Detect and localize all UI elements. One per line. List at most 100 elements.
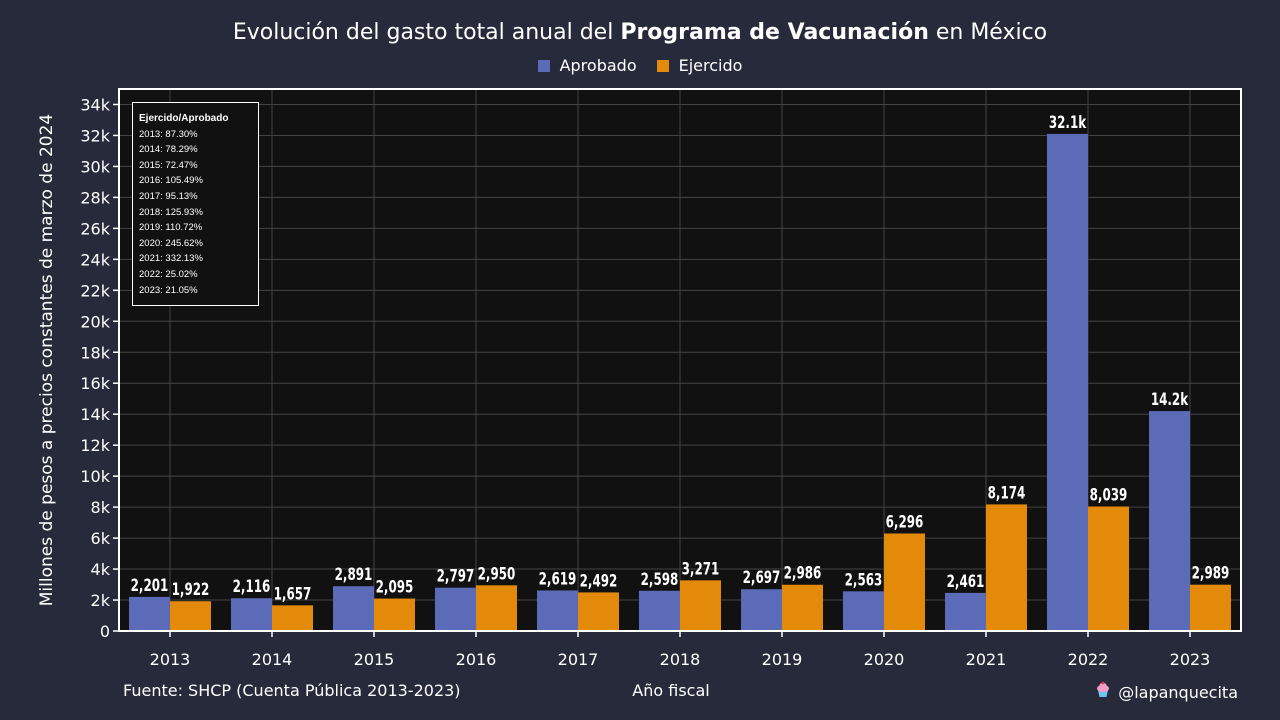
data-label: 8,039 bbox=[1090, 485, 1128, 505]
x-tick-label: 2023 bbox=[1170, 650, 1211, 669]
data-label: 3,271 bbox=[682, 559, 720, 579]
y-tick-label: 16k bbox=[80, 374, 110, 393]
x-tick-label: 2015 bbox=[354, 650, 395, 669]
y-tick-label: 4k bbox=[91, 560, 111, 579]
data-label: 2,891 bbox=[335, 565, 373, 585]
y-tick-label: 0 bbox=[100, 622, 110, 641]
x-tick-label: 2019 bbox=[762, 650, 803, 669]
ratio-line: 2021: 332.13% bbox=[139, 253, 203, 265]
bar-ejercido bbox=[986, 504, 1027, 631]
bar-aprobado bbox=[333, 586, 374, 631]
x-tick-label: 2020 bbox=[864, 650, 905, 669]
data-label: 2,950 bbox=[478, 564, 516, 584]
bar-ejercido bbox=[272, 605, 313, 631]
data-label: 2,986 bbox=[784, 563, 822, 583]
x-tick-label: 2018 bbox=[660, 650, 701, 669]
y-tick-label: 12k bbox=[80, 436, 110, 455]
data-label: 32.1k bbox=[1049, 112, 1087, 132]
legend-label-aprobado: Aprobado bbox=[559, 56, 637, 75]
y-tick-label: 18k bbox=[80, 343, 110, 362]
legend-item-ejercido[interactable]: Ejercido bbox=[656, 56, 743, 75]
bar-aprobado bbox=[231, 598, 272, 631]
y-tick-label: 14k bbox=[80, 405, 110, 424]
x-tick-label: 2017 bbox=[558, 650, 599, 669]
ratio-line: 2019: 110.72% bbox=[139, 222, 203, 234]
cupcake-icon bbox=[1094, 681, 1112, 703]
bar-aprobado bbox=[741, 589, 782, 631]
x-tick-label: 2021 bbox=[966, 650, 1007, 669]
y-tick-label: 22k bbox=[80, 281, 110, 300]
y-tick-label: 26k bbox=[80, 219, 110, 238]
legend-swatch-ejercido bbox=[656, 59, 669, 72]
source-note: Fuente: SHCP (Cuenta Pública 2013-2023) bbox=[123, 681, 461, 700]
x-tick-label: 2013 bbox=[150, 650, 191, 669]
y-axis-label: Millones de pesos a precios constantes d… bbox=[37, 113, 57, 607]
x-tick-label: 2016 bbox=[456, 650, 497, 669]
ratio-box-title: Ejercido/Aprobado bbox=[139, 113, 229, 124]
y-tick-label: 10k bbox=[80, 467, 110, 486]
legend: Aprobado Ejercido bbox=[0, 56, 1280, 75]
y-tick-label: 30k bbox=[80, 157, 110, 176]
ratio-annotation-box: Ejercido/Aprobado 2013: 87.30% 2014: 78.2… bbox=[132, 102, 259, 306]
bar-ejercido bbox=[170, 601, 211, 631]
data-label: 1,922 bbox=[172, 580, 210, 600]
y-tick-label: 32k bbox=[80, 126, 110, 145]
y-tick-label: 24k bbox=[80, 250, 110, 269]
bar-ejercido bbox=[578, 592, 619, 631]
y-tick-label: 2k bbox=[91, 591, 111, 610]
bar-aprobado bbox=[129, 596, 170, 631]
data-label: 2,492 bbox=[580, 571, 618, 591]
x-axis-label: Año fiscal bbox=[632, 681, 710, 700]
legend-swatch-aprobado bbox=[537, 59, 550, 72]
bar-aprobado bbox=[639, 590, 680, 631]
y-tick-label: 34k bbox=[80, 95, 110, 114]
y-tick-label: 6k bbox=[91, 529, 111, 548]
y-tick-label: 20k bbox=[80, 312, 110, 331]
data-label: 1,657 bbox=[274, 584, 312, 604]
bar-ejercido bbox=[680, 580, 721, 631]
bar-aprobado bbox=[945, 592, 986, 631]
data-label: 2,598 bbox=[641, 569, 679, 589]
data-label: 2,461 bbox=[947, 571, 985, 591]
ratio-box-lines: 2013: 87.30% 2014: 78.29% 2015: 72.47% 2016… bbox=[139, 127, 252, 299]
bar-ejercido bbox=[782, 584, 823, 631]
data-label: 14.2k bbox=[1151, 389, 1189, 409]
data-label: 2,201 bbox=[131, 575, 169, 595]
data-label: 6,296 bbox=[886, 512, 924, 532]
ratio-line: 2020: 245.62% bbox=[139, 237, 203, 249]
ratio-line: 2017: 95.13% bbox=[139, 190, 198, 202]
data-label: 2,697 bbox=[743, 568, 781, 588]
ratio-line: 2015: 72.47% bbox=[139, 159, 198, 171]
y-tick-label: 28k bbox=[80, 188, 110, 207]
data-label: 2,563 bbox=[845, 570, 883, 590]
bar-aprobado bbox=[1047, 133, 1088, 631]
bar-ejercido bbox=[374, 598, 415, 631]
y-tick-label: 8k bbox=[91, 498, 111, 517]
legend-item-aprobado[interactable]: Aprobado bbox=[537, 56, 637, 75]
x-tick-label: 2014 bbox=[252, 650, 293, 669]
ratio-line: 2023: 21.05% bbox=[139, 284, 198, 296]
ratio-line: 2022: 25.02% bbox=[139, 268, 198, 280]
legend-label-ejercido: Ejercido bbox=[678, 56, 743, 75]
ratio-line: 2018: 125.93% bbox=[139, 206, 203, 218]
bar-aprobado bbox=[435, 587, 476, 631]
bar-ejercido bbox=[476, 585, 517, 631]
ratio-line: 2016: 105.49% bbox=[139, 175, 203, 187]
ratio-line: 2013: 87.30% bbox=[139, 128, 198, 140]
author-handle[interactable]: @lapanquecita bbox=[1094, 681, 1238, 703]
bar-ejercido bbox=[1190, 584, 1231, 631]
bar-ejercido bbox=[1088, 506, 1129, 631]
data-label: 2,116 bbox=[233, 577, 271, 597]
data-label: 8,174 bbox=[988, 483, 1026, 503]
chart-title: Evolución del gasto total anual del Prog… bbox=[232, 20, 1048, 45]
ratio-line: 2014: 78.29% bbox=[139, 144, 198, 156]
bar-aprobado bbox=[537, 590, 578, 631]
data-label: 2,619 bbox=[539, 569, 577, 589]
bar-ejercido bbox=[884, 533, 925, 631]
x-tick-label: 2022 bbox=[1068, 650, 1109, 669]
data-label: 2,989 bbox=[1192, 563, 1230, 583]
bar-aprobado bbox=[1149, 411, 1190, 631]
bar-aprobado bbox=[843, 591, 884, 631]
author-handle-text: @lapanquecita bbox=[1118, 682, 1238, 702]
